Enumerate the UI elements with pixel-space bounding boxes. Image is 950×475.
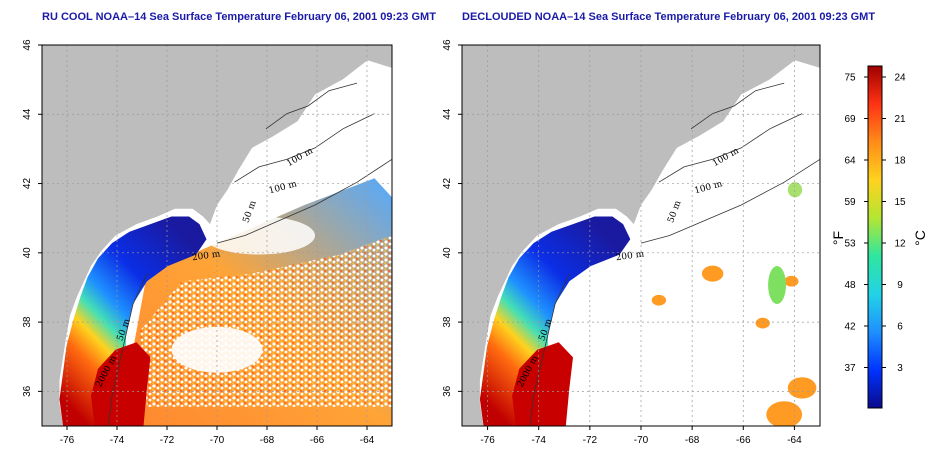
- lat-tick-label: 36: [22, 385, 33, 397]
- land-mass: [462, 45, 820, 426]
- sst-patch: [766, 401, 803, 426]
- fahrenheit-unit-label: °F: [830, 231, 846, 245]
- bathymetry-contour: [640, 158, 820, 244]
- fahrenheit-tick-label: 37: [844, 363, 856, 374]
- shelf-sst-field: [59, 216, 207, 426]
- bathymetry-contour: [265, 82, 358, 130]
- fahrenheit-tick-label: 69: [844, 114, 856, 125]
- lat-tick-label: 46: [22, 39, 33, 51]
- celsius-tick-label: 21: [894, 114, 906, 125]
- lat-tick-label: 38: [442, 316, 453, 328]
- fahrenheit-tick-label: 42: [844, 322, 856, 333]
- fahrenheit-tick-label: 64: [844, 156, 856, 167]
- fahrenheit-tick-label: 75: [844, 73, 856, 84]
- lon-tick-label: -68: [685, 435, 700, 446]
- bathymetry-contour: [216, 158, 392, 244]
- contour-label: 200 m: [615, 249, 645, 263]
- lon-tick-label: -64: [360, 435, 375, 446]
- lon-tick-label: -76: [480, 435, 495, 446]
- lat-tick-label: 44: [442, 108, 453, 120]
- right-panel-title: DECLOUDED NOAA–14 Sea Surface Temperatur…: [462, 11, 876, 23]
- celsius-tick-label: 6: [897, 322, 903, 333]
- gulf-stream-core: [512, 342, 573, 426]
- lon-tick-label: -70: [634, 435, 649, 446]
- lon-tick-label: -74: [531, 435, 546, 446]
- lat-tick-label: 40: [442, 247, 453, 259]
- lat-tick-label: 38: [22, 316, 33, 328]
- celsius-tick-label: 15: [894, 197, 906, 208]
- bathymetry-contour: [690, 82, 785, 130]
- lat-tick-label: 46: [442, 39, 453, 51]
- left-panel-title: RU COOL NOAA–14 Sea Surface Temperature …: [42, 11, 436, 23]
- cloud-patch: [171, 326, 263, 373]
- celsius-unit-label: °C: [912, 230, 928, 246]
- sst-patch: [787, 182, 803, 198]
- lat-tick-label: 42: [22, 178, 33, 190]
- colorbar: 75 69 64 59 53 48 42 37 24 21 18 15 12 9 6 3 °F °C: [830, 65, 928, 409]
- land-mass: [42, 45, 392, 426]
- sst-patch: [755, 317, 770, 329]
- cloud-patch: [203, 216, 315, 255]
- celsius-tick-label: 9: [897, 280, 903, 291]
- lon-tick-label: -76: [60, 435, 75, 446]
- lon-tick-label: -70: [210, 435, 225, 446]
- lon-tick-label: -74: [110, 435, 125, 446]
- sst-patch: [784, 275, 799, 287]
- lon-tick-label: -64: [787, 435, 802, 446]
- lat-tick-label: 44: [22, 108, 33, 120]
- fahrenheit-tick-label: 48: [844, 280, 856, 291]
- lon-tick-label: -68: [260, 435, 275, 446]
- celsius-tick-label: 18: [894, 156, 906, 167]
- bathymetry-contour: [108, 273, 148, 426]
- lat-tick-label: 36: [442, 385, 453, 397]
- lon-tick-label: -66: [736, 435, 751, 446]
- celsius-tick-label: 3: [897, 363, 903, 374]
- bathymetry-contour: [529, 273, 570, 426]
- lon-tick-label: -72: [583, 435, 598, 446]
- gulf-stream-core: [91, 342, 151, 426]
- sst-patch: [768, 265, 786, 305]
- fahrenheit-tick-label: 53: [844, 239, 856, 250]
- bathymetry-contour: [658, 113, 803, 183]
- contour-label: 200 m: [191, 249, 221, 263]
- celsius-tick-label: 12: [894, 239, 906, 250]
- shelf-sst-field: [479, 216, 631, 426]
- fahrenheit-tick-label: 59: [844, 197, 856, 208]
- sst-patch: [701, 265, 724, 282]
- sst-patch: [651, 294, 667, 306]
- sst-patch: [787, 377, 817, 399]
- lat-tick-label: 40: [22, 247, 33, 259]
- lon-tick-label: -72: [160, 435, 175, 446]
- colorbar-gradient: [867, 65, 883, 409]
- celsius-tick-label: 24: [894, 73, 906, 84]
- lon-tick-label: -66: [310, 435, 325, 446]
- lat-tick-label: 42: [442, 178, 453, 190]
- bathymetry-contour: [234, 113, 375, 183]
